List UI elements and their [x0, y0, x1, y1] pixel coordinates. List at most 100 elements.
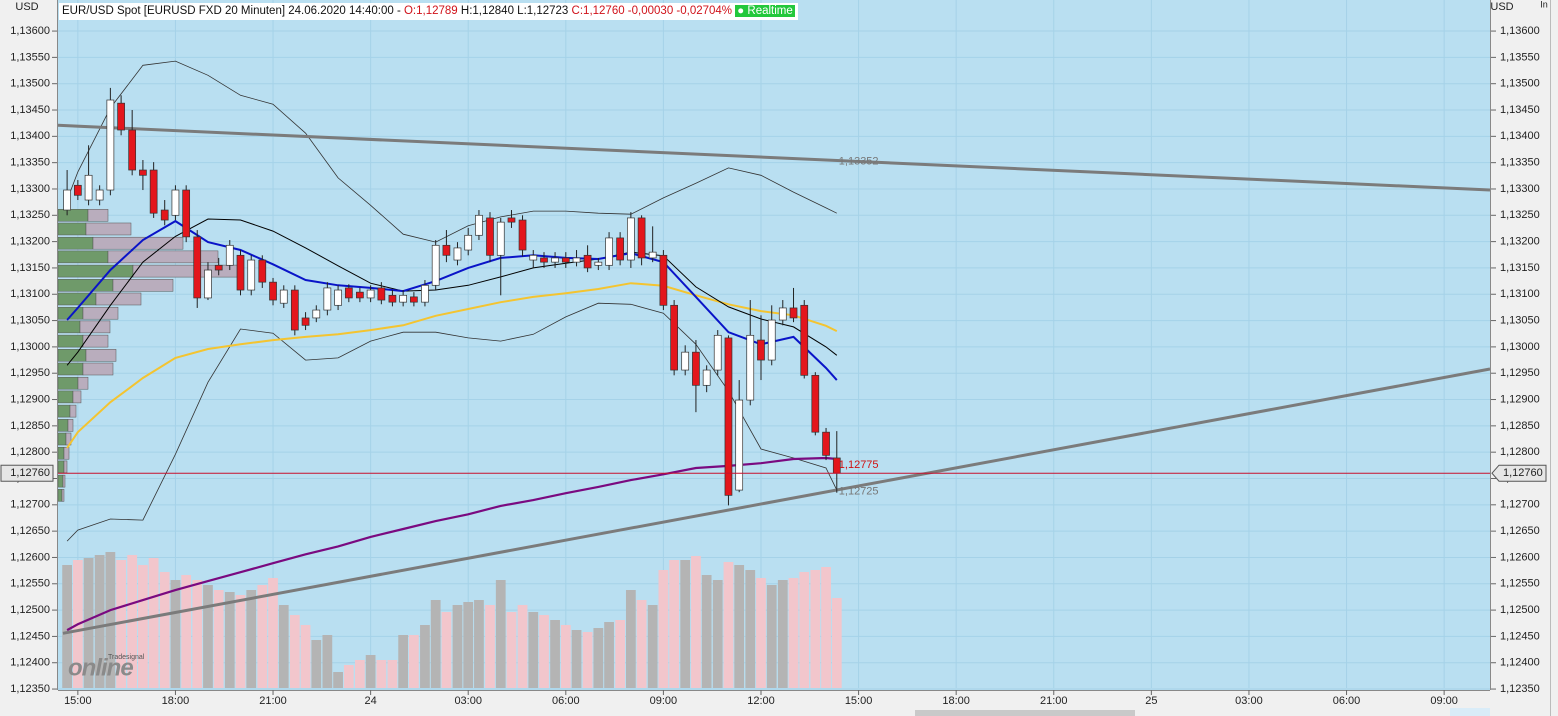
y-tick-label: 1,13550 [10, 51, 50, 63]
volume-bar [192, 580, 203, 688]
profile-bar [57, 222, 87, 236]
volume-bar [701, 575, 712, 688]
y-tick-label: 1,13550 [1500, 51, 1540, 63]
candle-body [540, 257, 548, 263]
x-tick-label: 06:00 [552, 695, 580, 707]
y-tick-label: 1,12800 [10, 446, 50, 458]
profile-bar [57, 264, 134, 278]
profile-bar [63, 446, 70, 460]
x-tick-label: 12:00 [747, 695, 775, 707]
y-tick-label: 1,12550 [1500, 578, 1540, 590]
close-change: C:1,12760 -0,00030 -0,02704% [571, 5, 733, 17]
left-axis-panel [0, 0, 57, 690]
candle-body [193, 236, 202, 299]
profile-bar [57, 236, 94, 250]
candle-body [572, 257, 581, 263]
candle-body [301, 317, 310, 326]
candle-body [475, 214, 483, 236]
y-tick-label: 1,12600 [10, 551, 50, 563]
volume-bar [181, 575, 192, 688]
navigator-window[interactable] [1450, 708, 1490, 716]
y-tick-label: 1,13150 [10, 262, 50, 274]
volume-bar [355, 660, 365, 688]
candle-body [746, 334, 755, 401]
candle-body [95, 189, 104, 201]
volume-bar [799, 572, 810, 688]
volume-bar [170, 580, 181, 688]
candle-body [377, 287, 386, 301]
y-tick-label: 1,13450 [1500, 104, 1540, 116]
y-tick-label: 1,13600 [10, 25, 50, 37]
candle-body [529, 254, 538, 261]
candle-body [128, 129, 137, 171]
x-tick-label: 24 [364, 695, 376, 707]
candle-body [399, 294, 408, 303]
x-tick-label: 18:00 [942, 695, 970, 707]
candle-body [670, 304, 678, 371]
candle-body [84, 174, 93, 201]
y-tick-label: 1,12800 [1500, 446, 1540, 458]
candle-body [334, 289, 342, 306]
volume-bar [745, 570, 756, 688]
candle-body [561, 257, 570, 263]
profile-bar [69, 404, 77, 418]
price-annotation: 1,12725 [839, 486, 879, 498]
currency-right: USD [1490, 1, 1513, 13]
volume-bar [615, 620, 626, 688]
realtime-label: Realtime [747, 5, 793, 17]
volume-bar [734, 565, 745, 688]
indicator-line [66, 218, 838, 366]
y-tick-label: 1,13600 [1500, 25, 1540, 37]
navigator[interactable] [915, 710, 1135, 716]
candle-body [594, 261, 603, 266]
volume-bar [463, 602, 474, 688]
profile-bar [57, 376, 79, 390]
y-tick-label: 1,12950 [10, 367, 50, 379]
profile-bar [57, 419, 69, 432]
x-tick-label: 03:00 [1235, 695, 1263, 707]
logo-name: online [68, 654, 133, 681]
candle-body [225, 244, 234, 266]
y-tick-label: 1,12650 [1500, 525, 1540, 537]
volume-bar [224, 592, 235, 688]
profile-bar [87, 209, 109, 222]
profile-bar [57, 362, 84, 376]
y-tick-label: 1,13100 [10, 288, 50, 300]
volume-bar [658, 570, 669, 688]
y-tick-label: 1,12550 [10, 578, 50, 590]
profile-bar [57, 489, 63, 502]
y-tick-label: 1,13400 [10, 130, 50, 142]
candle-body [464, 234, 473, 251]
profile-bar [57, 432, 67, 446]
volume-bar [138, 565, 148, 688]
profile-bar [77, 376, 89, 390]
price-annotation: 1,12775 [839, 459, 879, 471]
volume-bar [788, 578, 799, 688]
candle-body [388, 294, 397, 303]
indicator-line [66, 219, 838, 381]
y-tick-label: 1,13000 [1500, 341, 1540, 353]
candle-body [496, 221, 505, 256]
profile-bar [63, 460, 68, 474]
candle-body [627, 217, 635, 261]
volume-bar [712, 580, 723, 688]
x-tick-label: 18:00 [162, 695, 190, 707]
profile-bar [82, 362, 114, 376]
volume-bar [213, 590, 224, 688]
volume-bar [528, 612, 539, 688]
volume-bar [560, 625, 571, 688]
y-tick-label: 1,13250 [10, 209, 50, 221]
y-tick-label: 1,12400 [10, 657, 50, 669]
volume-bar [430, 600, 441, 688]
logo-brand: Tradesignal [108, 654, 145, 661]
y-tick-label: 1,12950 [1500, 367, 1540, 379]
open-value: O:1,12789 [403, 5, 458, 17]
y-tick-label: 1,12850 [10, 420, 50, 432]
volume-bar [625, 590, 636, 688]
profile-bar [85, 222, 132, 236]
candle-body [204, 269, 212, 299]
y-tick-label: 1,13050 [1500, 314, 1540, 326]
volume-bar [777, 580, 788, 688]
y-tick-label: 1,13000 [10, 341, 50, 353]
